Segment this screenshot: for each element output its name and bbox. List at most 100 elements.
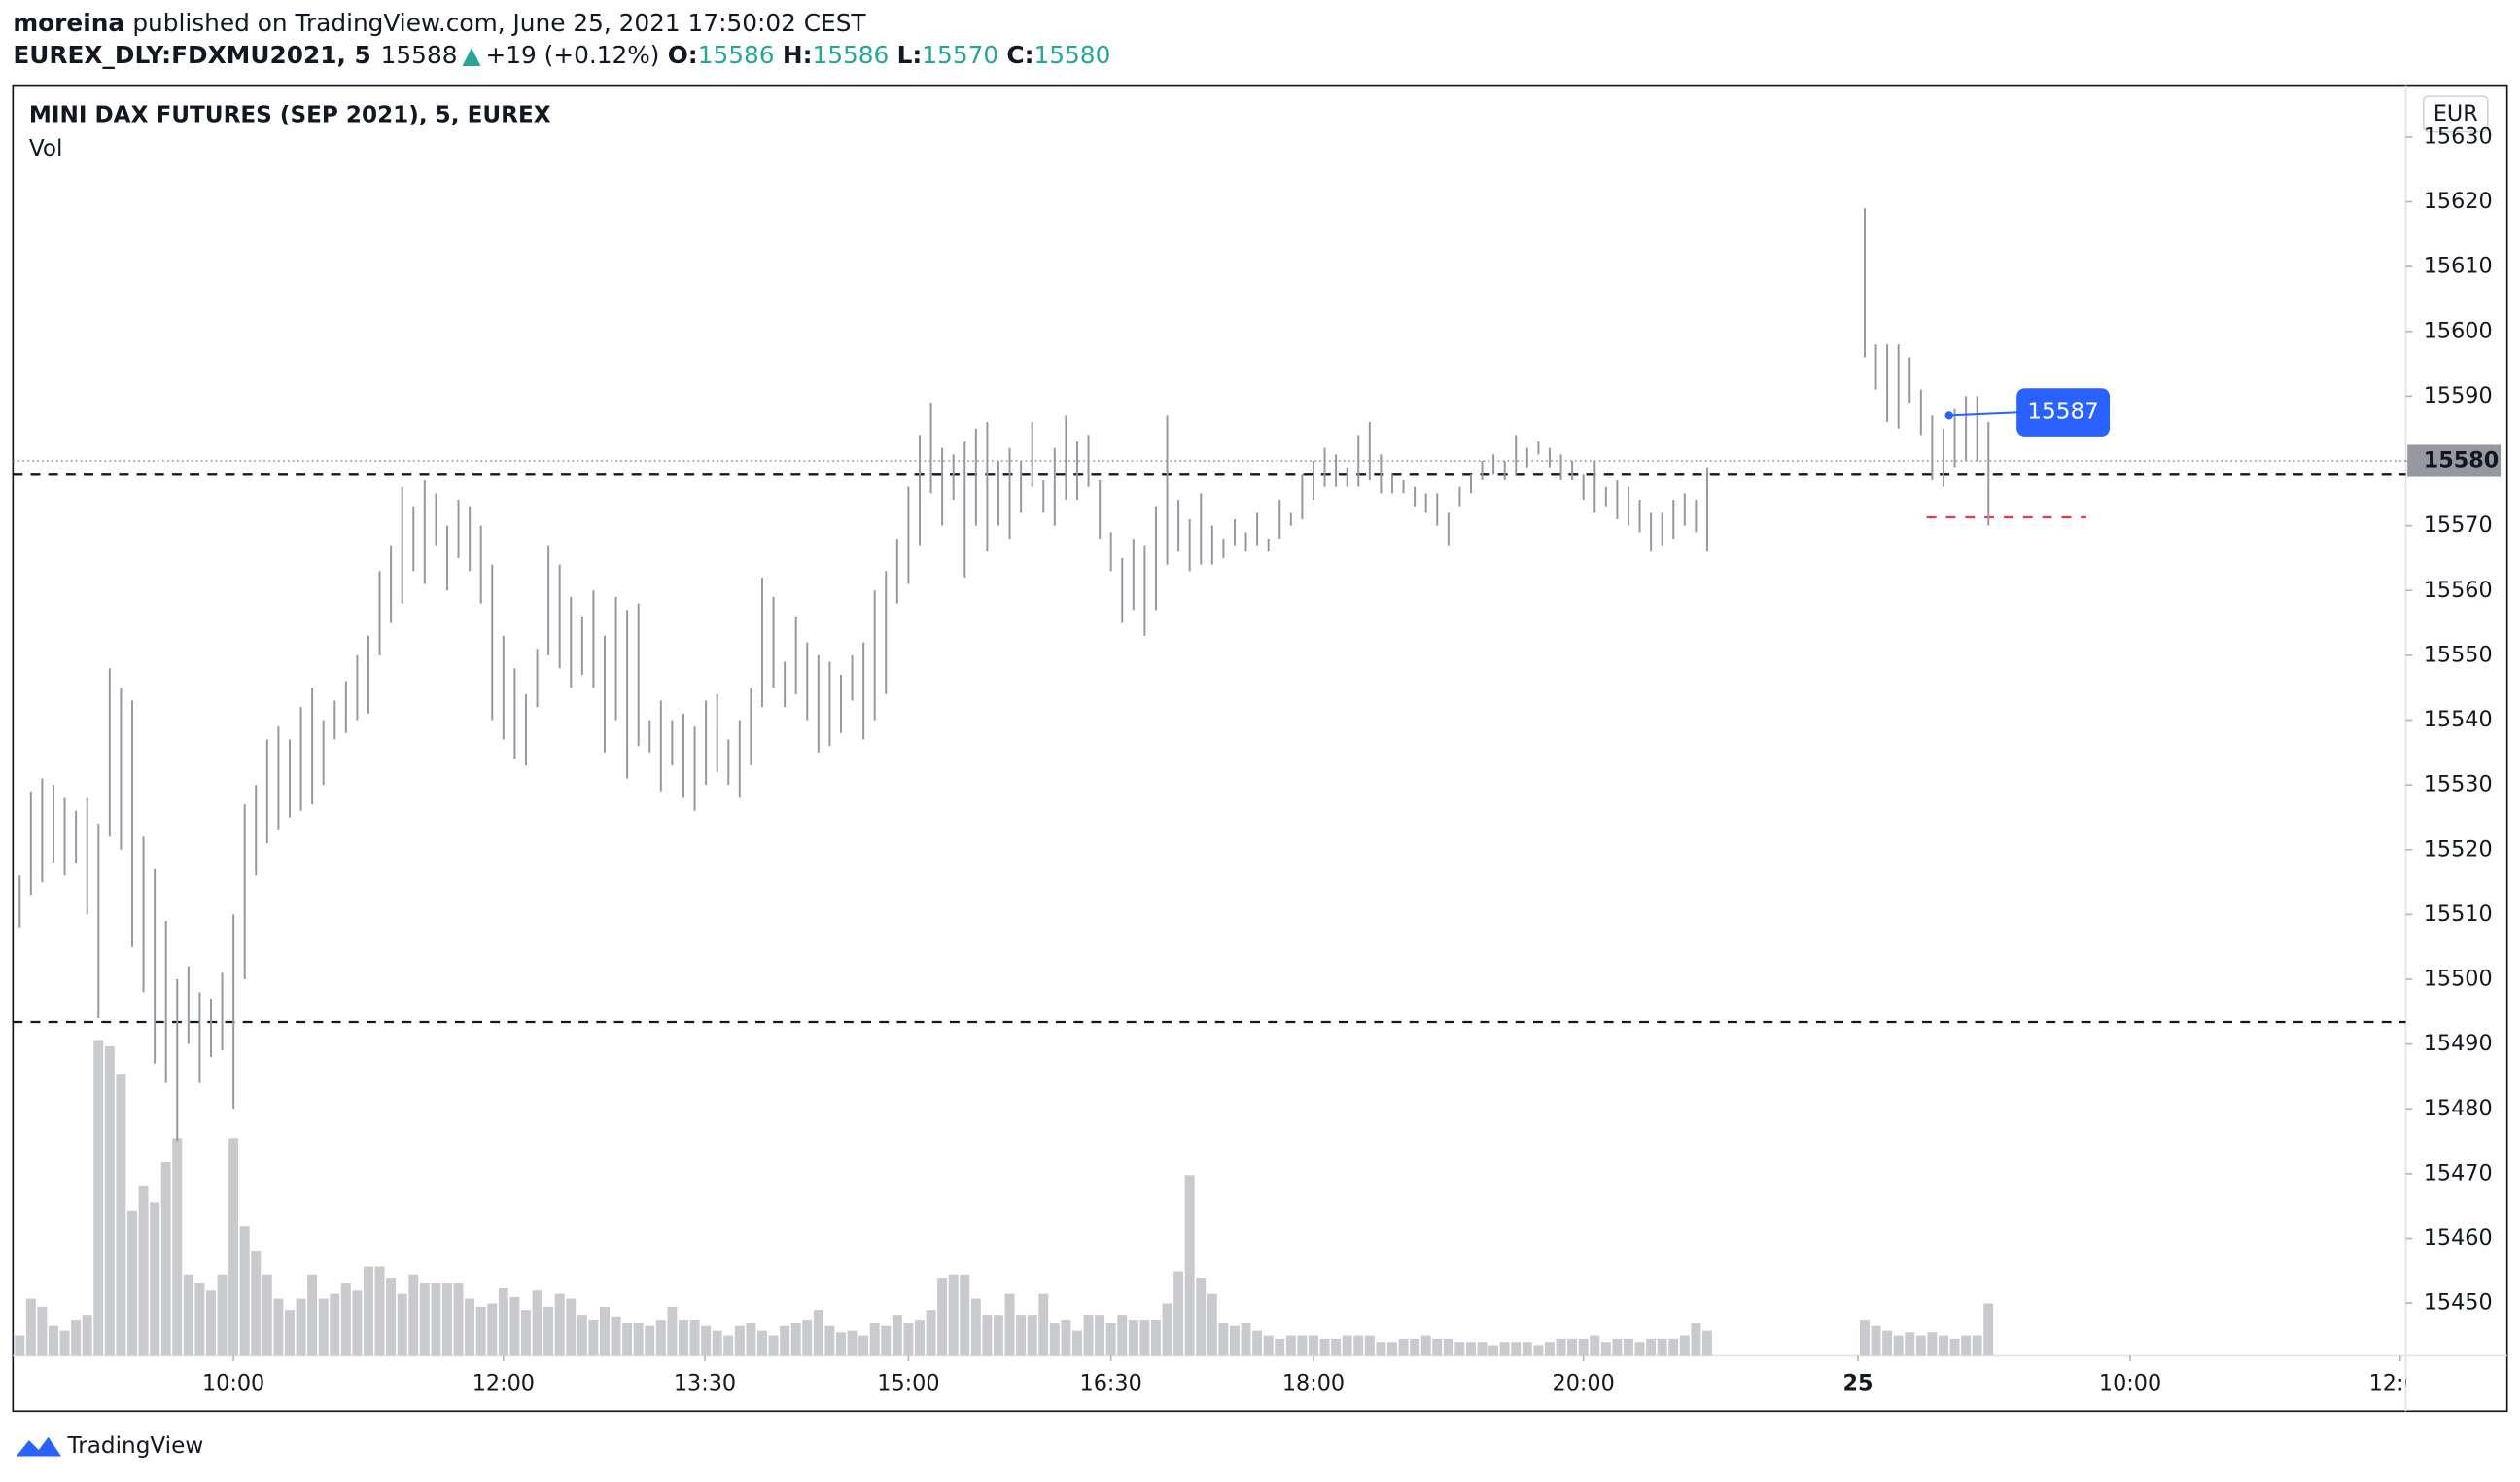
- volume-bar: [734, 1325, 745, 1356]
- volume-bar: [869, 1323, 880, 1356]
- volume-bar: [1893, 1335, 1904, 1356]
- y-tick-label: 15600: [2424, 318, 2493, 343]
- volume-bar: [228, 1138, 239, 1356]
- volume-bar: [1679, 1335, 1690, 1356]
- volume-bar: [498, 1287, 508, 1356]
- volume-bar: [813, 1310, 823, 1356]
- published-text: published on TradingView.com, June 25, 2…: [132, 9, 866, 37]
- volume-bar: [1927, 1332, 1938, 1356]
- volume-bar: [566, 1298, 577, 1356]
- volume-bar: [408, 1274, 419, 1356]
- brand: TradingView: [67, 1433, 204, 1459]
- volume-bar: [1105, 1323, 1116, 1356]
- y-tick-label: 15470: [2424, 1160, 2493, 1185]
- volume-bar: [1983, 1303, 1994, 1356]
- volume-bar: [1218, 1323, 1229, 1356]
- volume-bar: [340, 1283, 351, 1356]
- volume-bar: [1668, 1338, 1679, 1356]
- volume-bar: [712, 1330, 722, 1356]
- volume-bar: [1938, 1335, 1948, 1356]
- volume-bar: [386, 1278, 397, 1356]
- volume-bar: [431, 1283, 441, 1356]
- volume-bar: [1038, 1293, 1049, 1356]
- volume-bar: [780, 1325, 790, 1356]
- volume-bar: [1184, 1175, 1195, 1356]
- symbol-line: EUREX_DLY:FDXMU2021, 5 15588 ▲ +19 (+0.12%)…: [13, 41, 1110, 69]
- volume-bar: [419, 1283, 430, 1356]
- volume-bar: [1230, 1325, 1240, 1356]
- volume-bar: [824, 1325, 835, 1356]
- ohlc-value: 15580: [1034, 41, 1111, 69]
- volume-bar: [239, 1226, 250, 1356]
- volume-bar: [138, 1185, 149, 1356]
- volume-bar: [1331, 1338, 1342, 1356]
- y-tick-label: 15610: [2424, 254, 2493, 279]
- volume-bar: [903, 1323, 914, 1356]
- volume-bar: [1466, 1342, 1476, 1356]
- volume-bar: [622, 1323, 633, 1356]
- volume-bar: [1961, 1335, 1972, 1356]
- ohlc-label: O:: [668, 41, 698, 69]
- volume-bar: [71, 1320, 82, 1356]
- volume-bar: [1590, 1335, 1600, 1356]
- volume-bar: [1353, 1335, 1364, 1356]
- volume-bar: [836, 1332, 846, 1356]
- plot-area: 10:00 12:00 13:30 15:00 16:30 18:00 20:00 25 10:…: [13, 208, 2432, 1396]
- logo-icon: [16, 1436, 61, 1457]
- volume-bar: [1151, 1320, 1161, 1356]
- volume-bar: [1275, 1338, 1285, 1356]
- volume-bar: [1263, 1335, 1274, 1356]
- volume-bar: [1117, 1315, 1128, 1356]
- volume-bar: [1972, 1335, 1982, 1356]
- volume-bar: [926, 1310, 936, 1356]
- y-tick-label: 15550: [2424, 642, 2493, 667]
- last-price-label: 15580: [2424, 448, 2500, 474]
- axes: 15450 15460 15470 15480 15490 15500 15510 15520…: [232, 124, 2502, 1362]
- volume-bar: [25, 1298, 36, 1356]
- up-arrow: ▲: [462, 41, 480, 69]
- volume-bar: [487, 1303, 498, 1356]
- currency-box: [2422, 95, 2489, 133]
- volume-bar: [915, 1320, 925, 1356]
- x-tick-label: 12:00: [2369, 1371, 2432, 1396]
- volume-bar: [104, 1046, 115, 1356]
- volume-bar: [93, 1040, 104, 1356]
- volume-bar: [588, 1320, 599, 1356]
- volume-bar: [15, 1335, 25, 1356]
- volume-label: Vol: [29, 136, 63, 161]
- volume-bar: [352, 1290, 363, 1356]
- x-tick-label: 18:00: [1282, 1371, 1345, 1396]
- volume-bar: [1578, 1338, 1589, 1356]
- volume-bar: [1027, 1315, 1037, 1356]
- volume-bar: [1016, 1315, 1027, 1356]
- x-tick-label: 13:30: [674, 1371, 736, 1396]
- volume-bar: [948, 1274, 959, 1356]
- volume-bar: [1454, 1342, 1465, 1356]
- volume-bar: [1420, 1335, 1431, 1356]
- volume-bar: [1410, 1338, 1420, 1356]
- volume-bar: [1533, 1345, 1544, 1356]
- ohlc-value: 15570: [922, 41, 998, 69]
- volume-bar: [802, 1320, 813, 1356]
- volume-bar: [611, 1316, 621, 1356]
- volume-bar: [1128, 1320, 1138, 1356]
- volume-bar: [1522, 1342, 1532, 1356]
- volume-bar: [847, 1330, 858, 1356]
- volume-bar: [1252, 1330, 1263, 1356]
- volume-bar: [1162, 1303, 1172, 1356]
- volume-bar: [318, 1298, 329, 1356]
- volume-bar: [1646, 1338, 1657, 1356]
- volume-bar: [374, 1266, 385, 1356]
- annotation-box: [2016, 388, 2111, 437]
- y-tick-label: 15560: [2424, 578, 2493, 603]
- volume-bar: [307, 1274, 318, 1356]
- ohlc-value: 15586: [812, 41, 889, 69]
- volume-bar: [982, 1315, 993, 1356]
- volume-bar: [251, 1250, 262, 1356]
- volume-bar: [194, 1283, 205, 1356]
- change: +19 (+0.12%): [485, 41, 659, 69]
- x-tick-label: 12:00: [472, 1371, 535, 1396]
- volume-bar: [1443, 1338, 1453, 1356]
- volume-bar: [172, 1138, 183, 1356]
- y-tick-label: 15630: [2424, 124, 2493, 149]
